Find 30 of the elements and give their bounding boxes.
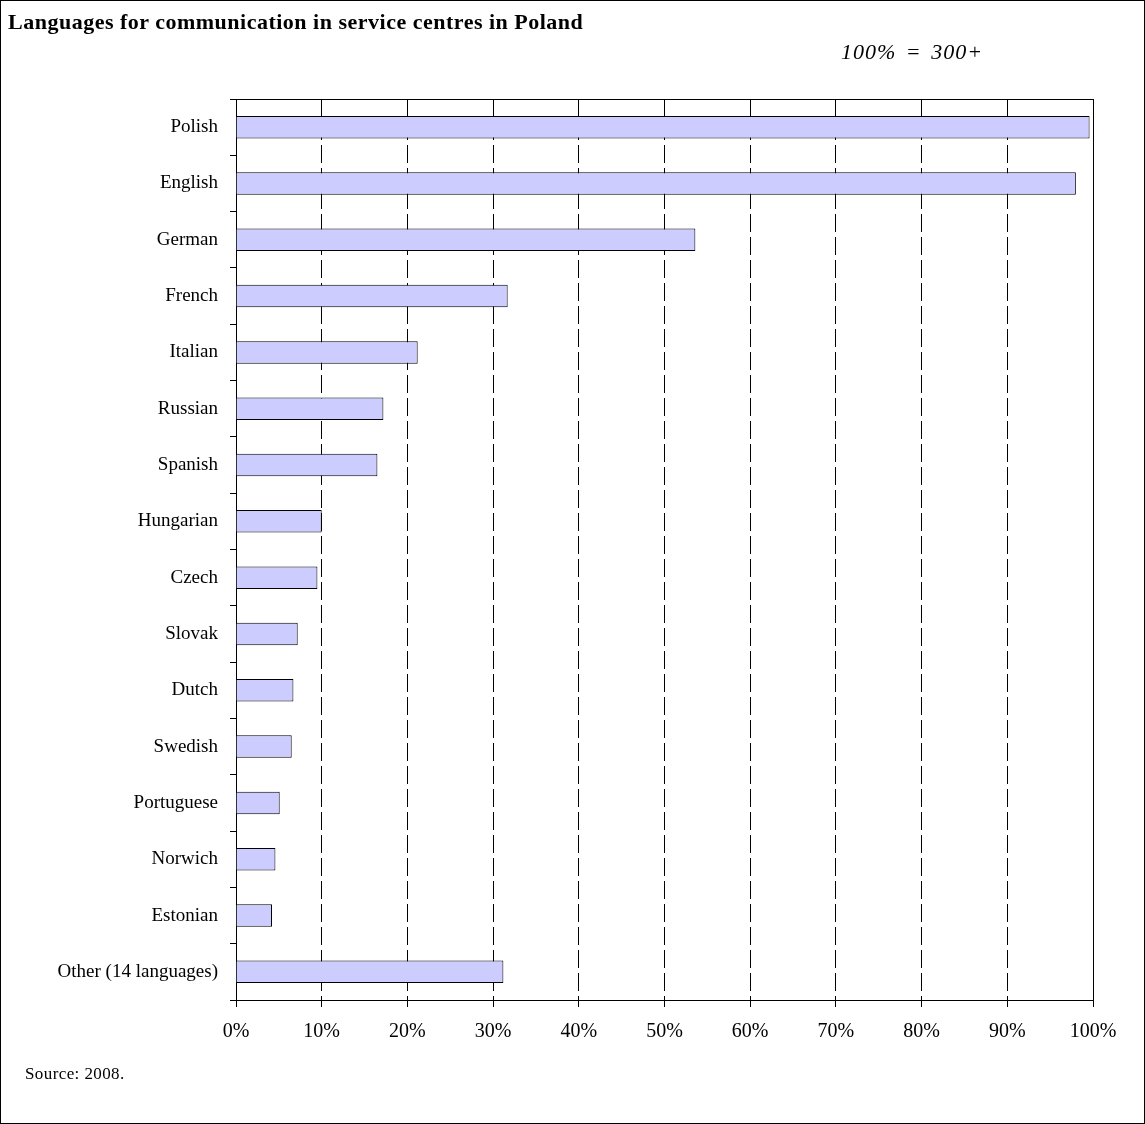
y-tick-label: English (159, 171, 219, 193)
x-tick-label: 20% (389, 1019, 426, 1042)
y-tick-label: Norwich (151, 847, 219, 869)
y-tick-label: Russian (157, 396, 219, 418)
y-tick-label: Swedish (153, 734, 219, 756)
source-note: Source: 2008. (25, 1064, 125, 1084)
y-tick-label: Estonian (151, 903, 219, 925)
y-tick-label: German (156, 227, 219, 249)
y-tick-label: Dutch (171, 678, 219, 700)
y-tick-label: Portuguese (133, 790, 218, 812)
x-tick-label: 60% (731, 1019, 769, 1042)
chart-subtitle: 100% = 300+ (841, 39, 984, 65)
x-tick-label: 40% (560, 1019, 598, 1042)
x-tick-label: 80% (903, 1019, 940, 1042)
chart-title: Languages for communication in service centres in Poland (8, 9, 584, 35)
y-tick-label: Spanish (157, 453, 219, 475)
y-tick-label: Other (14 languages) (57, 959, 218, 982)
y-tick-label: Italian (169, 340, 219, 362)
x-tick-label: 30% (474, 1019, 512, 1042)
x-tick-label: 50% (646, 1019, 683, 1042)
x-tick-label: 100% (1069, 1019, 1117, 1042)
y-tick-label: French (165, 284, 219, 306)
y-tick-label: Hungarian (137, 509, 219, 531)
y-tick-label: Polish (170, 115, 219, 137)
x-tick-label: 10% (303, 1019, 341, 1042)
x-tick-label: 90% (988, 1019, 1026, 1042)
x-tick-label: 70% (817, 1019, 855, 1042)
y-tick-label: Slovak (165, 621, 219, 643)
y-tick-label: Czech (170, 565, 219, 587)
x-tick-label: 0% (222, 1019, 250, 1042)
